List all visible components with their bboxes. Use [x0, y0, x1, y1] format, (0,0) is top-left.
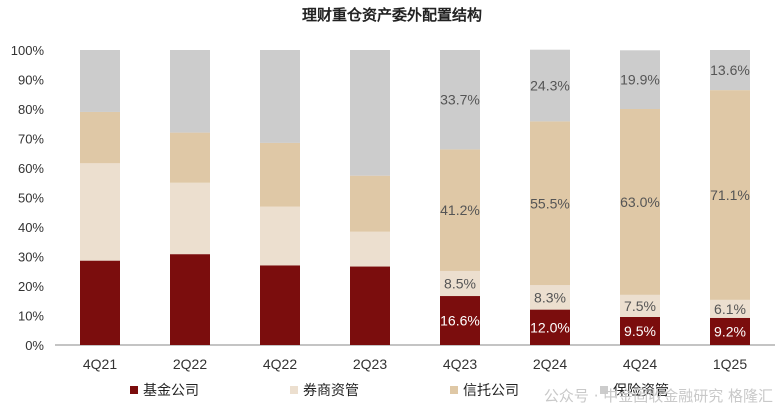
x-tick-label: 4Q24 — [623, 356, 657, 372]
data-label: 12.0% — [530, 319, 570, 335]
bar-segment — [80, 50, 120, 112]
data-label: 7.5% — [624, 298, 656, 314]
y-tick-label: 80% — [18, 102, 44, 117]
bar-segment — [260, 50, 300, 143]
bar-segment — [530, 309, 570, 345]
bar-segment — [620, 316, 660, 345]
legend-label: 基金公司 — [143, 382, 199, 398]
data-label: 24.3% — [530, 78, 570, 94]
bar-segment — [350, 266, 390, 345]
bar-segment — [80, 111, 120, 164]
legend-swatch — [450, 386, 458, 394]
chart-title: 理财重仓资产委外配置结构 — [302, 6, 482, 24]
bar-segment — [80, 260, 120, 345]
data-label: 9.2% — [714, 323, 746, 339]
data-label: 41.2% — [440, 202, 480, 218]
bar-segment — [170, 182, 210, 255]
data-label: 71.1% — [710, 187, 750, 203]
data-label: 19.9% — [620, 72, 660, 88]
x-tick-label: 2Q22 — [173, 356, 207, 372]
bar-segment — [170, 254, 210, 345]
bar-segment — [350, 175, 390, 232]
bar-segment — [530, 49, 570, 122]
bar-segment — [530, 285, 570, 310]
bar-segment — [170, 132, 210, 183]
data-label: 8.5% — [444, 275, 476, 291]
x-tick-label: 4Q23 — [443, 356, 477, 372]
legend-swatch — [130, 386, 138, 394]
legend-label: 保险资管 — [613, 382, 669, 398]
x-tick-label: 1Q25 — [713, 356, 747, 372]
y-tick-label: 30% — [18, 250, 44, 265]
bar-segment — [620, 109, 660, 295]
bar-segment — [260, 265, 300, 345]
bar-segment — [260, 142, 300, 207]
data-label: 9.5% — [624, 323, 656, 339]
data-label: 8.3% — [534, 289, 566, 305]
data-label: 55.5% — [530, 195, 570, 211]
data-label: 16.6% — [440, 313, 480, 329]
legend-item: 基金公司 — [130, 382, 199, 398]
data-label: 13.6% — [710, 62, 750, 78]
y-tick-label: 90% — [18, 73, 44, 88]
bar-segment — [260, 206, 300, 266]
bar-segment — [170, 50, 210, 133]
y-tick-label: 70% — [18, 132, 44, 147]
bar-segment — [620, 294, 660, 317]
y-tick-label: 60% — [18, 161, 44, 176]
x-tick-label: 4Q22 — [263, 356, 297, 372]
x-tick-label: 2Q24 — [533, 356, 567, 372]
bar-segment — [440, 270, 480, 297]
bar-segment — [440, 50, 480, 150]
y-tick-label: 0% — [25, 338, 44, 353]
legend-label: 信托公司 — [463, 382, 519, 398]
bar-segment — [710, 90, 750, 300]
data-label: 63.0% — [620, 194, 660, 210]
y-tick-label: 50% — [18, 191, 44, 206]
legend-item: 保险资管 — [600, 382, 669, 398]
bar-segment — [350, 231, 390, 267]
bar-segment — [440, 296, 480, 345]
bar-segment — [710, 317, 750, 345]
bar-segment — [440, 149, 480, 271]
legend-item: 券商资管 — [290, 382, 359, 398]
data-label: 6.1% — [714, 301, 746, 317]
y-tick-label: 40% — [18, 220, 44, 235]
x-tick-label: 2Q23 — [353, 356, 387, 372]
data-label: 33.7% — [440, 92, 480, 108]
bar-segment — [620, 50, 660, 109]
y-tick-label: 10% — [18, 309, 44, 324]
y-tick-label: 100% — [11, 43, 45, 58]
legend-swatch — [600, 386, 608, 394]
legend-label: 券商资管 — [303, 382, 359, 398]
legend-swatch — [290, 386, 298, 394]
bar-segment — [350, 50, 390, 176]
bar-segment — [80, 163, 120, 261]
bar-segment — [710, 50, 750, 91]
y-tick-label: 20% — [18, 279, 44, 294]
bar-segment — [710, 299, 750, 318]
legend-item: 信托公司 — [450, 382, 519, 398]
watermark: 公众号 · 中金固收金融研究 格隆汇 — [543, 387, 773, 405]
bar-segment — [530, 121, 570, 286]
x-tick-label: 4Q21 — [83, 356, 117, 372]
